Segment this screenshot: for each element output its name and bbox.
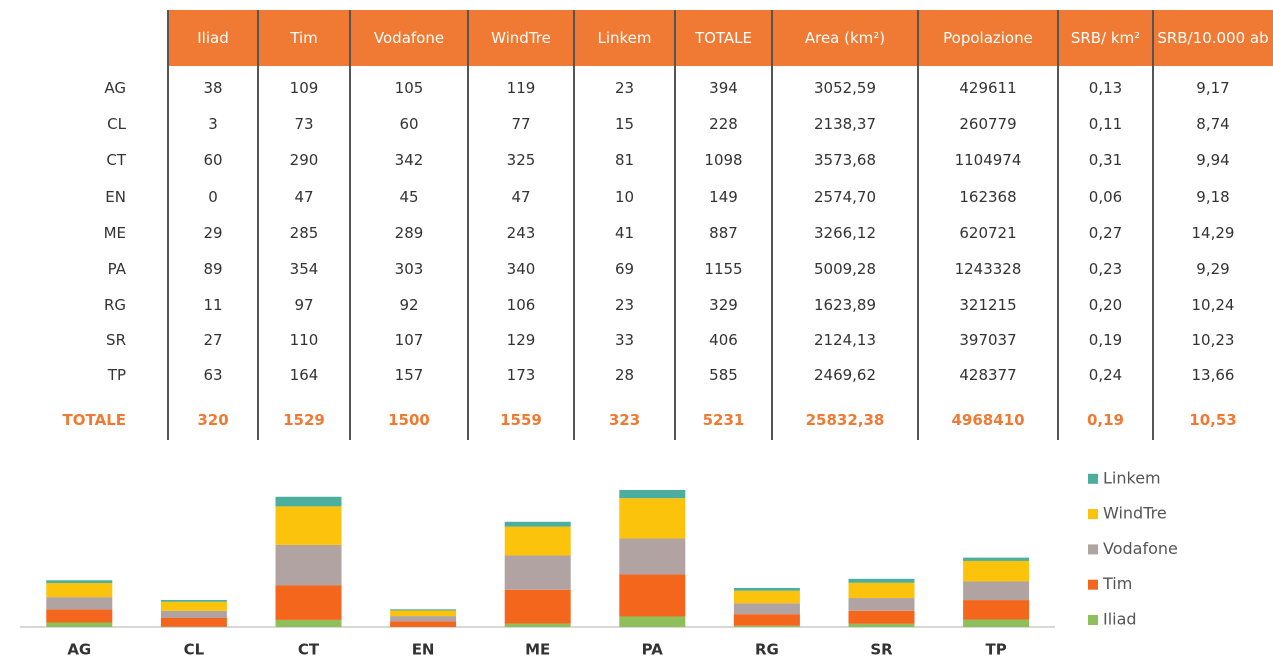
bar-segment [505,555,571,589]
x-tick-label: RG [755,641,779,659]
legend-label: Tim [1102,574,1132,593]
x-tick-label: ME [525,641,550,659]
bar-segment [46,597,112,609]
bar-segment [161,602,227,611]
bar-segment [734,588,800,591]
bar-segment [963,620,1029,627]
bar-segment [849,611,915,624]
bar-segment [619,574,685,616]
bar-segment [734,626,800,627]
bar-segment [619,490,685,498]
bar-segment [619,539,685,575]
x-tick-label: CT [298,641,320,659]
legend-label: WindTre [1103,504,1167,523]
bar-segment [390,621,456,627]
bar-segment [619,616,685,627]
legend-label: Iliad [1103,610,1137,629]
bar-segment [390,611,456,617]
bar-segment [963,600,1029,619]
legend-swatch [1088,474,1098,484]
legend-swatch [1088,544,1098,554]
bar-segment [276,497,342,507]
bar-segment [276,545,342,586]
legend-swatch [1088,509,1098,519]
legend-swatch [1088,615,1098,625]
bar-segment [390,616,456,621]
x-tick-label: TP [985,641,1006,659]
x-tick-label: CL [184,641,205,659]
bar-segment [46,583,112,597]
bar-segment [161,618,227,627]
bar-segment [963,561,1029,582]
bar-segment [849,579,915,583]
bar-segment [276,585,342,619]
bar-segment [849,583,915,598]
bar-segment [734,614,800,626]
bar-segment [505,590,571,624]
legend-label: Linkem [1103,468,1161,487]
bar-segment [734,603,800,614]
legend-swatch [1088,580,1098,590]
bar-segment [276,620,342,627]
x-tick-label: AG [67,641,91,659]
x-tick-label: PA [642,641,664,659]
bar-segment [390,609,456,610]
bar-segment [505,624,571,627]
bar-segment [46,610,112,623]
bar-segment [849,624,915,627]
bar-segment [963,581,1029,600]
bar-segment [46,580,112,583]
x-tick-label: EN [412,641,435,659]
bar-segment [505,527,571,556]
legend-label: Vodafone [1103,539,1178,558]
bar-segment [505,522,571,527]
x-tick-label: SR [870,641,893,659]
bar-segment [849,598,915,611]
bar-segment [963,558,1029,561]
bar-segment [161,600,227,602]
bar-segment [161,611,227,618]
bar-segment [734,591,800,604]
bar-segment [276,506,342,545]
chart: AGCLCTENMEPARGSRTPIliadTimVodafoneWindTr… [0,0,1273,661]
bar-segment [46,622,112,627]
page: IliadTimVodafoneWindTreLinkemTOTALEArea … [0,0,1273,661]
bar-segment [619,498,685,538]
